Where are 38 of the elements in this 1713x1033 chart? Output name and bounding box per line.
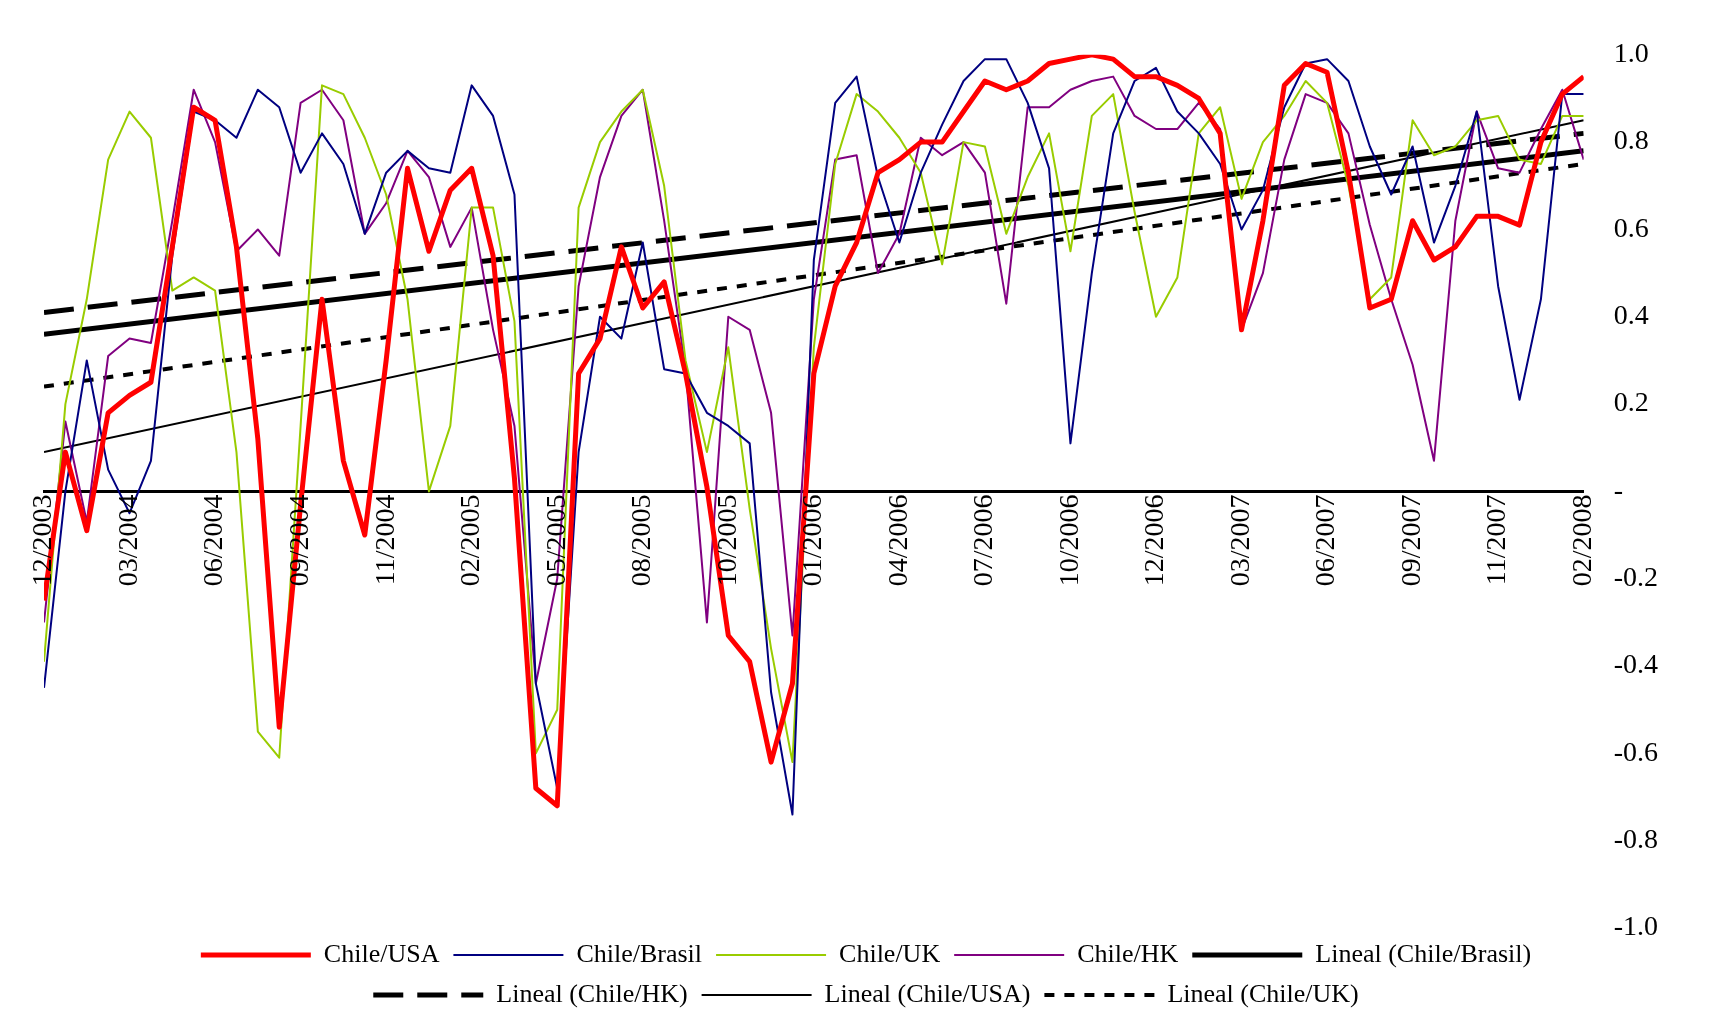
legend-label: Chile/UK [839,938,941,968]
x-tick-label: 02/2005 [454,494,486,587]
x-tick-label: 11/2007 [1480,494,1512,586]
legend-label: Chile/USA [323,938,440,968]
x-tick-label: 08/2005 [625,494,657,587]
x-tick-label: 09/2007 [1394,494,1426,587]
legend-label: Lineal (Chile/HK) [496,978,688,1008]
legend-label: Chile/Brasil [576,938,703,968]
y-tick-label: 1.0 [1613,37,1649,69]
x-tick-label: 09/2004 [282,494,314,587]
y-tick-label: -1.0 [1613,910,1658,942]
y-tick-label: - [1613,473,1623,505]
y-tick-label: -0.2 [1613,561,1658,593]
y-tick-label: -0.6 [1613,735,1658,767]
y-tick-label: 0.6 [1613,211,1649,243]
x-tick-label: 07/2006 [967,494,999,587]
x-tick-label: 04/2006 [881,494,913,587]
legend-label: Chile/HK [1077,938,1179,968]
legend-label: Lineal (Chile/UK) [1167,978,1359,1008]
x-tick-label: 03/2004 [111,494,143,587]
x-tick-label: 12/2006 [1138,494,1170,587]
legend-label: Lineal (Chile/USA) [824,978,1031,1008]
x-tick-label: 12/2003 [26,494,58,587]
legend-label: Lineal (Chile/Brasil) [1315,938,1532,968]
x-tick-label: 02/2008 [1566,494,1598,587]
x-tick-label: 06/2007 [1309,494,1341,587]
x-tick-label: 05/2005 [539,494,571,587]
y-tick-label: -0.4 [1613,648,1658,680]
x-tick-label: 03/2007 [1223,494,1255,587]
x-tick-label: 10/2005 [710,494,742,587]
y-tick-label: 0.4 [1613,299,1649,331]
y-tick-label: 0.8 [1613,124,1649,156]
x-tick-label: 11/2004 [368,494,400,586]
y-tick-label: -0.8 [1613,823,1658,855]
x-tick-label: 10/2006 [1052,494,1084,587]
y-tick-label: 0.2 [1613,386,1649,418]
x-tick-label: 06/2004 [197,494,229,587]
x-tick-label: 01/2006 [796,494,828,587]
